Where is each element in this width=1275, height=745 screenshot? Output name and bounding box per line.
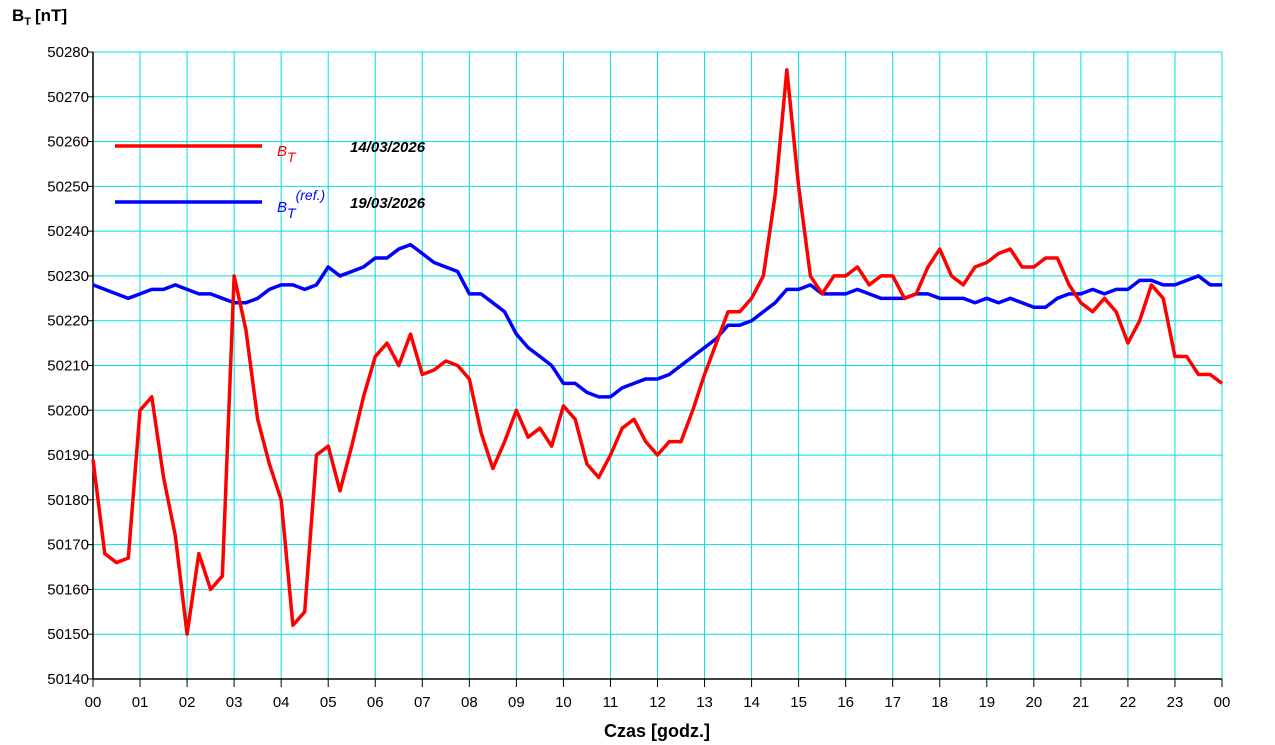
y-tick-label: 50280 — [47, 44, 89, 61]
y-tick-label: 50160 — [47, 581, 89, 598]
x-tick-label: 14 — [743, 694, 760, 711]
x-tick-label: 08 — [461, 694, 478, 711]
y-tick-label: 50180 — [47, 492, 89, 509]
legend-name: B — [277, 143, 287, 160]
y-tick-label: 50170 — [47, 537, 89, 554]
x-tick-label: 03 — [226, 694, 243, 711]
legend-sub: T — [287, 205, 297, 221]
x-tick-label: 00 — [85, 694, 102, 711]
y-tick-label: 50260 — [47, 134, 89, 151]
legend-date: 19/03/2026 — [350, 195, 426, 212]
x-tick-label: 13 — [696, 694, 713, 711]
y-tick-label: 50190 — [47, 447, 89, 464]
y-title-sub: T — [24, 16, 31, 28]
x-tick-label: 20 — [1025, 694, 1042, 711]
x-tick-label: 23 — [1167, 694, 1184, 711]
x-tick-label: 07 — [414, 694, 431, 711]
x-tick-label: 19 — [978, 694, 995, 711]
y-tick-label: 50220 — [47, 313, 89, 330]
legend-label: BT — [277, 143, 297, 165]
y-tick-label: 50140 — [47, 671, 89, 688]
legend-sup: (ref.) — [296, 187, 326, 203]
x-tick-label: 10 — [555, 694, 572, 711]
x-tick-label: 18 — [931, 694, 948, 711]
x-tick-label: 02 — [179, 694, 196, 711]
y-tick-label: 50210 — [47, 358, 89, 375]
data-line — [92, 242, 1222, 399]
y-tick-label: 50240 — [47, 223, 89, 240]
y-tick-label: 50270 — [47, 89, 89, 106]
legend-name: B — [277, 199, 287, 216]
data-line — [91, 68, 1224, 636]
x-tick-label: 09 — [508, 694, 525, 711]
legend-sub: T — [287, 149, 297, 165]
x-axis-title: Czas [godz.] — [604, 721, 710, 741]
y-tick-label: 50230 — [47, 268, 89, 285]
y-title-unit: [nT] — [35, 6, 67, 25]
x-tick-label: 21 — [1073, 694, 1090, 711]
x-tick-label: 05 — [320, 694, 337, 711]
y-tick-label: 50200 — [47, 402, 89, 419]
x-tick-label: 06 — [367, 694, 384, 711]
x-tick-label: 00 — [1214, 694, 1231, 711]
x-tick-label: 17 — [884, 694, 901, 711]
y-axis-title: BT [nT] — [12, 6, 67, 28]
x-tick-label: 12 — [649, 694, 666, 711]
y-title-main: B — [12, 6, 24, 25]
legend-date: 14/03/2026 — [350, 139, 426, 156]
x-tick-label: 01 — [132, 694, 149, 711]
x-tick-label: 11 — [603, 694, 619, 711]
x-tick-label: 04 — [273, 694, 290, 711]
legend-label: BT (ref.) — [277, 187, 325, 221]
y-tick-label: 50250 — [47, 178, 89, 195]
x-tick-label: 22 — [1120, 694, 1137, 711]
y-tick-label: 50150 — [47, 626, 89, 643]
x-tick-label: 15 — [790, 694, 807, 711]
x-tick-label: 16 — [837, 694, 854, 711]
